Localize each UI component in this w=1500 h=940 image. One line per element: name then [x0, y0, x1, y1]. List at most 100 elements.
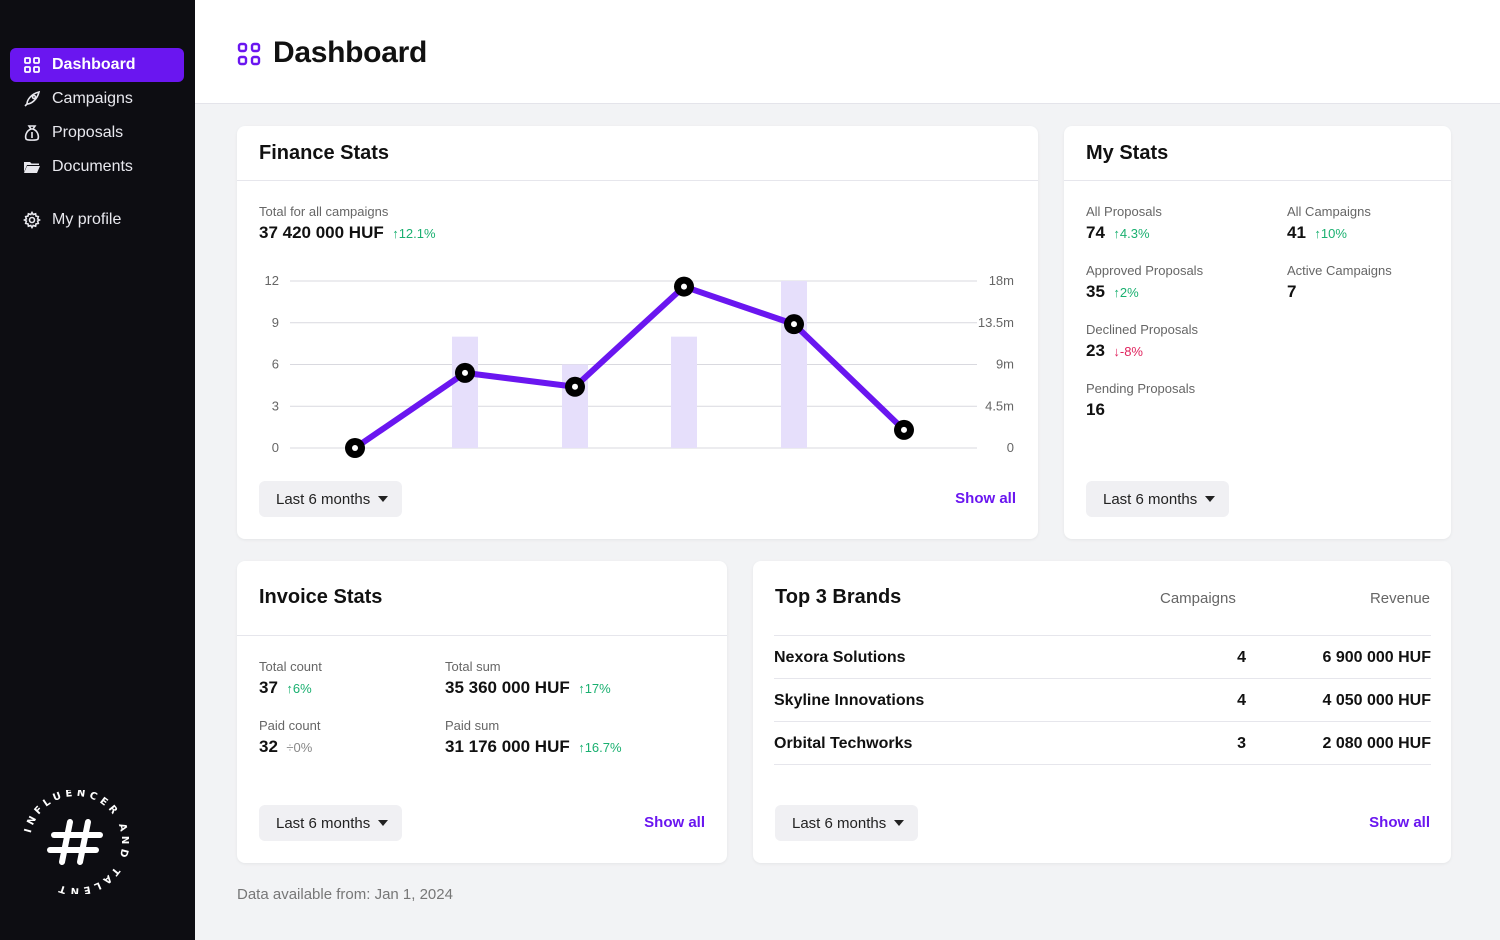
sidebar-nav: Dashboard Campaigns Proposals Documents … — [10, 48, 184, 237]
stat-change: ↑17% — [578, 681, 611, 696]
y-tick-label-right: 4.5m — [985, 398, 1014, 413]
stat-value: 16 — [1086, 400, 1105, 419]
chevron-down-icon — [378, 496, 389, 502]
finance-chart: 12 18m 9 13.5m 6 9m 3 4.5m 0 0 — [265, 273, 1014, 458]
y-tick-label-right: 9m — [996, 357, 1014, 372]
stat-label: Declined Proposals — [1086, 322, 1199, 337]
card-title: My Stats — [1086, 142, 1169, 164]
table-row[interactable]: Orbital Techworks 3 2 080 000 HUF — [774, 722, 1431, 765]
stat-paid-sum: Paid sum 31 176 000 HUF ↑16.7% — [445, 718, 622, 757]
finance-range-dropdown[interactable]: Last 6 months — [259, 481, 403, 517]
stat-value: 32 — [259, 737, 278, 756]
sidebar-item-campaigns[interactable]: Campaigns — [10, 82, 184, 116]
y-tick-label-left: 12 — [265, 273, 279, 288]
chart-bar — [781, 281, 807, 448]
stat-change: ↑2% — [1113, 285, 1139, 300]
stat-label: All Proposals — [1086, 204, 1162, 219]
stat-value: 23 — [1086, 341, 1105, 360]
chevron-down-icon — [894, 820, 905, 826]
y-tick-label-right: 13.5m — [978, 315, 1014, 330]
stat-change: ÷0% — [286, 740, 313, 755]
stat-all-campaigns: All Campaigns 41 ↑10% — [1287, 204, 1371, 243]
brands-show-all-link[interactable]: Show all — [1369, 814, 1430, 831]
invoice-stats-card: Invoice Stats Total count 37 ↑6% Total s… — [237, 561, 727, 863]
dropdown-label: Last 6 months — [276, 814, 371, 832]
chevron-down-icon — [378, 820, 389, 826]
stat-total-count: Total count 37 ↑6% — [259, 659, 322, 698]
stat-change: ↑6% — [286, 681, 312, 696]
invoice-range-dropdown[interactable]: Last 6 months — [259, 805, 403, 841]
sidebar-item-documents[interactable]: Documents — [10, 150, 184, 184]
stat-value: 37 — [259, 678, 278, 697]
stat-pending-proposals: Pending Proposals 16 — [1086, 381, 1195, 420]
brand-name: Nexora Solutions — [774, 649, 906, 666]
column-header-campaigns: Campaigns — [1160, 590, 1236, 607]
dropdown-label: Last 6 months — [792, 814, 887, 832]
my-stats-range-dropdown[interactable]: Last 6 months — [1086, 481, 1230, 517]
invoice-show-all-link[interactable]: Show all — [644, 814, 705, 831]
chevron-down-icon — [1205, 496, 1216, 502]
brand-logo: INFLUENCER AND TALENT — [18, 788, 136, 897]
stat-value: 41 — [1287, 223, 1306, 242]
stat-change: ↑16.7% — [578, 740, 622, 755]
grid-icon — [237, 42, 261, 66]
chart-point-center — [681, 283, 687, 290]
stat-value: 35 360 000 HUF — [445, 678, 570, 697]
finance-stats-card: Finance Stats Total for all campaigns 37… — [237, 126, 1038, 539]
y-tick-label-left: 9 — [272, 315, 279, 330]
stat-value: 7 — [1287, 282, 1297, 301]
sidebar: Dashboard Campaigns Proposals Documents … — [0, 0, 195, 940]
chart-bar — [671, 336, 697, 448]
sidebar-item-label: Documents — [52, 158, 133, 175]
brand-revenue: 2 080 000 HUF — [1322, 735, 1431, 752]
sidebar-item-label: Proposals — [52, 124, 124, 141]
stat-change: ↑4.3% — [1113, 226, 1150, 241]
sidebar-item-label: Dashboard — [52, 56, 136, 73]
page-header: Dashboard — [195, 0, 1500, 104]
gear-icon — [22, 210, 42, 230]
sidebar-item-proposals[interactable]: Proposals — [10, 116, 184, 150]
sidebar-item-label: Campaigns — [52, 90, 133, 107]
stat-declined-proposals: Declined Proposals 23 ↓-8% — [1086, 322, 1198, 361]
stat-change: ↑10% — [1314, 226, 1347, 241]
stat-label: Total count — [259, 659, 322, 674]
data-availability-note: Data available from: Jan 1, 2024 — [237, 886, 453, 903]
folder-icon — [22, 157, 42, 177]
finance-show-all-link[interactable]: Show all — [955, 490, 1016, 507]
chart-line — [352, 283, 907, 451]
table-row[interactable]: Skyline Innovations 4 4 050 000 HUF — [774, 679, 1431, 722]
chart-point-center — [791, 321, 797, 328]
top-brands-card: Top 3 Brands Campaigns Revenue Nexora So… — [753, 561, 1451, 863]
card-title: Invoice Stats — [259, 586, 383, 608]
brands-range-dropdown[interactable]: Last 6 months — [775, 805, 919, 841]
rocket-icon — [22, 89, 42, 109]
sidebar-item-my-profile[interactable]: My profile — [10, 203, 184, 237]
stat-approved-proposals: Approved Proposals 35 ↑2% — [1086, 263, 1203, 302]
table-divider — [774, 635, 1431, 636]
chart-point-center — [462, 369, 468, 376]
stat-label: Active Campaigns — [1287, 263, 1392, 278]
stat-label: Total sum — [445, 659, 501, 674]
y-tick-label-left: 6 — [272, 357, 279, 372]
table-row[interactable]: Nexora Solutions 4 6 900 000 HUF — [774, 636, 1431, 679]
stat-change: ↓-8% — [1113, 344, 1143, 359]
page-title: Dashboard — [273, 36, 427, 69]
sidebar-item-label: My profile — [52, 211, 122, 228]
brand-name: Skyline Innovations — [774, 692, 925, 709]
chart-point-center — [572, 383, 578, 390]
card-header: My Stats — [1064, 126, 1451, 181]
stat-value: 74 — [1086, 223, 1105, 242]
card-header: Finance Stats — [237, 126, 1038, 181]
sidebar-item-dashboard[interactable]: Dashboard — [10, 48, 184, 82]
brand-revenue: 6 900 000 HUF — [1322, 649, 1431, 666]
stat-change: ↑12.1% — [392, 226, 436, 241]
stat-label: All Campaigns — [1287, 204, 1371, 219]
card-title: Top 3 Brands — [775, 586, 902, 608]
dropdown-label: Last 6 months — [276, 490, 371, 508]
brand-campaigns: 4 — [1237, 692, 1246, 709]
chart-bar — [452, 336, 478, 448]
brand-revenue: 4 050 000 HUF — [1322, 692, 1431, 709]
stat-label: Approved Proposals — [1086, 263, 1204, 278]
brand-campaigns: 4 — [1237, 649, 1246, 666]
chart-point-center — [901, 426, 907, 433]
